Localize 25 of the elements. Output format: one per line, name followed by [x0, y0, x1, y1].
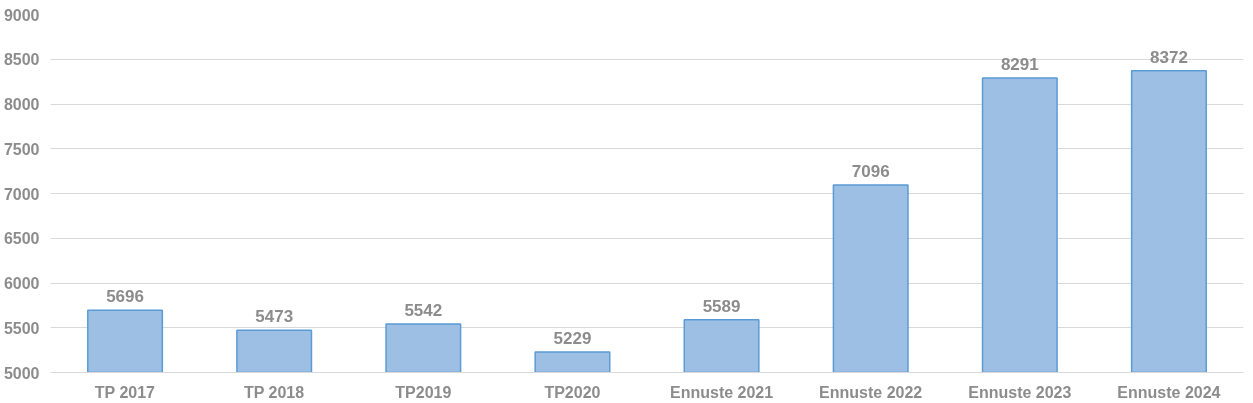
y-tick-label: 5000 [3, 364, 40, 382]
x-tick-label: TP 2018 [243, 383, 305, 401]
y-tick-label: 8000 [3, 96, 40, 113]
x-tick-label: Ennuste 2022 [819, 383, 923, 401]
y-tick-label: 6500 [3, 230, 40, 248]
data-label: 7096 [851, 161, 890, 181]
data-label: 5229 [553, 329, 592, 348]
data-label: 5696 [106, 287, 144, 307]
data-label: 5473 [255, 307, 294, 327]
x-tick-label: TP 2017 [94, 383, 156, 401]
data-label: 5542 [404, 300, 443, 320]
data-label: 8291 [1000, 54, 1039, 74]
x-tick-label: TP2019 [395, 383, 452, 401]
x-tick-label: Ennuste 2023 [968, 383, 1072, 401]
y-tick-label: 8500 [3, 51, 40, 69]
y-tick-label: 5500 [3, 319, 40, 337]
x-tick-label: Ennuste 2024 [1117, 383, 1221, 401]
y-tick-label: 9000 [3, 6, 40, 24]
x-tick-label: TP2020 [544, 383, 601, 401]
x-tick-label: Ennuste 2021 [669, 383, 774, 401]
data-label: 8372 [1150, 47, 1188, 67]
y-tick-label: 7000 [3, 185, 40, 203]
y-tick-label: 6000 [3, 275, 40, 292]
data-label: 5589 [702, 296, 741, 316]
y-tick-label: 7500 [3, 140, 40, 158]
